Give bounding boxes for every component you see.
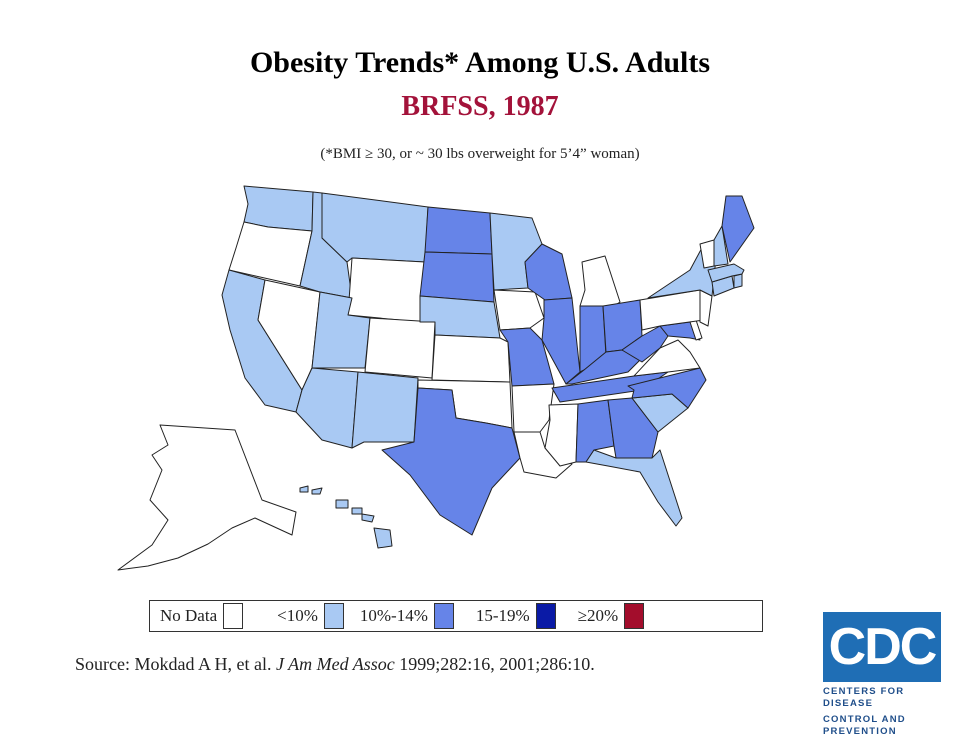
page-title: Obesity Trends* Among U.S. Adults (249, 46, 711, 79)
source-prefix: Source: Mokdad A H, et al. (75, 654, 276, 674)
cdc-logo-mark: CDC (823, 612, 941, 682)
state-KS (431, 334, 511, 383)
source-suffix: 1999;282:16, 2001;286:10. (394, 654, 595, 674)
state-MA (707, 263, 745, 283)
state-RI (733, 273, 743, 289)
legend-label-ge20: ≥20% (577, 606, 619, 625)
state-NC (627, 367, 707, 409)
state-IA (493, 289, 545, 331)
state-AK (117, 424, 297, 571)
source-citation: Source: Mokdad A H, et al. J Am Med Asso… (75, 654, 595, 675)
legend-swatch-lt10 (323, 603, 344, 629)
state-NH (713, 225, 729, 267)
cdc-logo-tagline-2: CONTROL AND PREVENTION (823, 714, 906, 737)
legend-label-lt10: <10% (277, 606, 318, 625)
us-map (117, 185, 755, 571)
state-SD (419, 251, 495, 303)
legend-swatch-10-14 (433, 603, 454, 629)
legend-swatch-ge20 (624, 603, 645, 629)
state-NM (351, 371, 419, 449)
legend-item-15-19: 15-19% (476, 603, 556, 629)
legend-label-no-data: No Data (160, 606, 218, 625)
legend-swatch-15-19 (535, 603, 556, 629)
state-ND (424, 206, 493, 255)
state-HI (299, 485, 393, 549)
state-MT (321, 192, 429, 263)
map-legend: No Data <10% 10%-14% 15-19% ≥20% (149, 600, 763, 632)
state-AR (511, 383, 555, 433)
legend-label-10-14: 10%-14% (359, 606, 428, 625)
state-TX (381, 387, 521, 536)
state-MI (579, 255, 621, 313)
legend-swatch-no-data (223, 603, 244, 629)
legend-item-lt10: <10% (277, 603, 344, 629)
legend-item-10-14: 10%-14% (360, 603, 454, 629)
cdc-logo-tagline-1: CENTERS FOR DISEASE (823, 686, 905, 709)
legend-item-no-data: No Data (160, 603, 244, 629)
source-journal: J Am Med Assoc (275, 654, 395, 674)
footnote: (*BMI ≥ 30, or ~ 30 lbs overweight for 5… (320, 146, 640, 162)
legend-item-ge20: ≥20% (578, 603, 645, 629)
state-ME (721, 195, 755, 263)
page-subtitle: BRFSS, 1987 (401, 91, 559, 122)
legend-label-15-19: 15-19% (475, 606, 530, 625)
state-FL (585, 449, 683, 527)
state-LA (513, 431, 573, 479)
state-CO (364, 317, 436, 379)
cdc-logo: CDC CENTERS FOR DISEASE CONTROL AND PREV… (823, 612, 945, 738)
state-WY (347, 257, 426, 323)
